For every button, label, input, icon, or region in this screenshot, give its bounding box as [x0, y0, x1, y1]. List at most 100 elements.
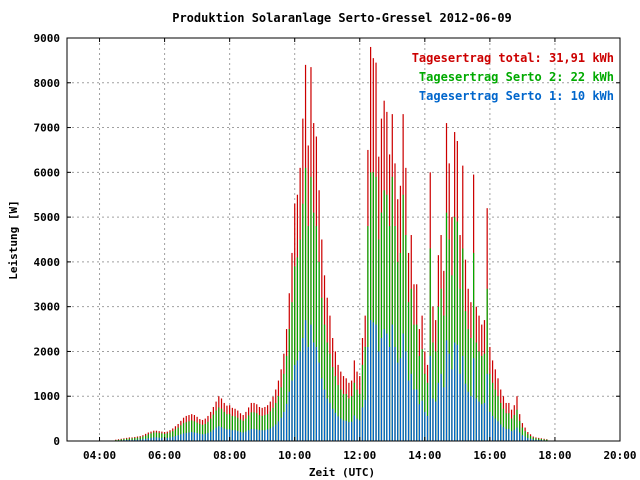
bar	[239, 419, 242, 441]
bar	[215, 427, 217, 441]
bar	[269, 411, 271, 441]
x-tick-label: 18:00	[538, 449, 571, 462]
bar	[337, 385, 339, 441]
bar	[177, 427, 179, 441]
bar	[182, 423, 185, 441]
bar	[155, 432, 158, 441]
x-axis-ticks: 04:00 06:00 08:00 10:00 12:00 14:00 16:00 18:00…	[83, 38, 637, 462]
bar	[502, 408, 505, 441]
bar	[337, 416, 339, 441]
legend-entry: Tagesertrag Serto 1: 10 kWh	[419, 89, 614, 103]
bar	[134, 437, 136, 441]
bar	[123, 438, 125, 441]
bar	[345, 393, 347, 441]
bar	[153, 437, 155, 441]
bar	[229, 429, 231, 441]
bars	[115, 46, 548, 442]
bar	[231, 415, 233, 441]
bar	[353, 382, 355, 441]
x-tick-label: 20:00	[603, 449, 636, 462]
bar	[529, 438, 532, 441]
bar	[510, 418, 513, 441]
bar	[212, 414, 214, 441]
bar	[283, 373, 285, 441]
bar	[326, 398, 328, 441]
bar	[321, 297, 323, 441]
bar	[491, 415, 494, 441]
bar	[491, 382, 494, 441]
bar	[126, 438, 128, 441]
bar	[397, 362, 399, 441]
bar	[481, 355, 483, 441]
bar	[378, 239, 380, 441]
bar	[386, 194, 388, 441]
bar	[188, 432, 190, 441]
bar	[494, 389, 496, 441]
bar	[285, 403, 288, 441]
bar	[220, 427, 223, 441]
bar	[304, 320, 307, 441]
bar	[261, 430, 263, 441]
bar	[329, 353, 331, 441]
bar	[399, 358, 402, 441]
y-tick-label: 1000	[34, 390, 61, 403]
bar	[405, 351, 407, 441]
bar	[402, 194, 404, 441]
bar	[508, 428, 510, 441]
bar	[372, 172, 374, 441]
bar	[510, 431, 513, 441]
bar	[516, 409, 518, 441]
bar	[315, 346, 317, 441]
bar	[253, 428, 255, 441]
bar	[416, 324, 418, 441]
bar	[166, 433, 168, 441]
bar	[145, 435, 147, 441]
bar	[435, 401, 437, 441]
bar	[361, 407, 364, 441]
bar	[416, 389, 418, 441]
bar	[334, 412, 336, 441]
bar	[302, 203, 304, 441]
bar	[367, 226, 369, 441]
y-tick-label: 7000	[34, 122, 61, 135]
bar	[486, 288, 488, 441]
x-tick-label: 08:00	[213, 449, 246, 462]
bar	[288, 329, 290, 441]
bar	[440, 288, 442, 441]
bar	[380, 212, 383, 441]
bar	[356, 389, 358, 441]
bar	[120, 439, 122, 441]
bar	[277, 396, 280, 441]
bar	[256, 429, 258, 441]
bar	[250, 412, 252, 441]
bar	[323, 324, 326, 441]
bar	[266, 429, 269, 441]
bar	[432, 398, 434, 441]
bar	[326, 342, 328, 441]
bar	[359, 420, 361, 441]
bar	[280, 387, 282, 441]
bar	[307, 346, 309, 441]
bar	[280, 417, 282, 441]
bar	[191, 432, 193, 441]
bar	[134, 439, 136, 441]
bar	[128, 438, 130, 441]
bar	[180, 425, 182, 441]
bar	[294, 266, 296, 441]
bar	[204, 433, 206, 441]
bar	[435, 351, 437, 441]
legend-entry: Tagesertrag total: 31,91 kWh	[412, 51, 614, 65]
bar	[502, 427, 505, 441]
bar	[315, 226, 317, 441]
bar	[497, 421, 499, 441]
y-tick-label: 8000	[34, 77, 61, 90]
bar	[361, 364, 364, 441]
bar	[234, 430, 236, 441]
x-tick-label: 06:00	[148, 449, 181, 462]
bar	[302, 338, 304, 441]
bar	[201, 424, 204, 441]
bar	[459, 288, 461, 441]
bar	[131, 439, 133, 441]
bar	[348, 422, 350, 441]
bar	[402, 333, 404, 441]
